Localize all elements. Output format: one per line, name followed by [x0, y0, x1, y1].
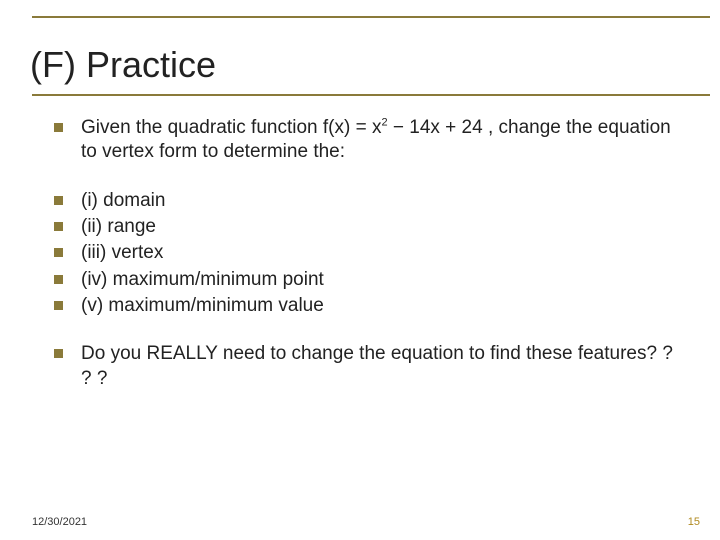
list-item-text: (v) maximum/minimum value	[81, 294, 324, 318]
list-item: (ii) range	[54, 215, 680, 239]
list-item: (iv) maximum/minimum point	[54, 268, 680, 292]
slide-body: Given the quadratic function f(x) = x2 −…	[54, 116, 680, 393]
bullet-group: (i) domain (ii) range (iii) vertex (iv) …	[54, 189, 680, 319]
list-item-text: (iv) maximum/minimum point	[81, 268, 324, 292]
square-bullet-icon	[54, 301, 63, 310]
slide-title: (F) Practice	[30, 44, 216, 86]
list-item: (iii) vertex	[54, 241, 680, 265]
list-item: Given the quadratic function f(x) = x2 −…	[54, 116, 680, 165]
list-item: Do you REALLY need to change the equatio…	[54, 342, 680, 391]
square-bullet-icon	[54, 248, 63, 257]
list-item-text: (iii) vertex	[81, 241, 163, 265]
square-bullet-icon	[54, 222, 63, 231]
square-bullet-icon	[54, 123, 63, 132]
list-item-text: (i) domain	[81, 189, 165, 213]
list-item: (v) maximum/minimum value	[54, 294, 680, 318]
list-item: (i) domain	[54, 189, 680, 213]
square-bullet-icon	[54, 349, 63, 358]
footer-page-number: 15	[688, 516, 700, 528]
square-bullet-icon	[54, 196, 63, 205]
list-item-text: Do you REALLY need to change the equatio…	[81, 342, 680, 391]
list-item-text: (ii) range	[81, 215, 156, 239]
footer-date: 12/30/2021	[32, 516, 87, 528]
bullet-group: Do you REALLY need to change the equatio…	[54, 342, 680, 391]
list-item-text: Given the quadratic function f(x) = x2 −…	[81, 116, 680, 165]
square-bullet-icon	[54, 275, 63, 284]
top-rule	[32, 16, 710, 18]
title-underline	[32, 94, 710, 96]
bullet-group: Given the quadratic function f(x) = x2 −…	[54, 116, 680, 165]
